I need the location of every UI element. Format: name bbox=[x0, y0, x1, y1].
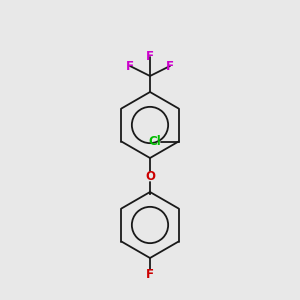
Text: F: F bbox=[146, 50, 154, 64]
Text: F: F bbox=[166, 59, 174, 73]
Text: F: F bbox=[126, 59, 134, 73]
Text: O: O bbox=[145, 169, 155, 182]
Text: Cl: Cl bbox=[148, 135, 161, 148]
Text: F: F bbox=[146, 268, 154, 281]
